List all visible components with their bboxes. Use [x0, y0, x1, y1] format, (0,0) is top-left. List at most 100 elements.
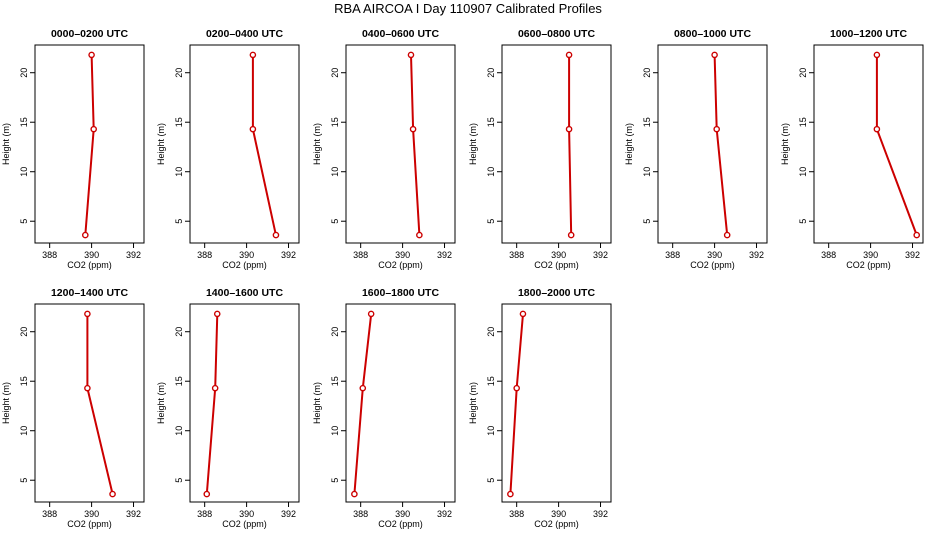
profile-point — [713, 125, 720, 133]
panel-title: 0800–1000 UTC — [674, 28, 751, 40]
y-tick-label: 5 — [330, 478, 340, 483]
profile-point — [84, 310, 91, 318]
y-tick-label: 5 — [330, 219, 340, 224]
y-tick-label: 15 — [798, 117, 808, 127]
profile-point — [211, 384, 219, 392]
x-tick-label: 390 — [239, 509, 254, 519]
x-tick-label: 388 — [353, 509, 368, 519]
profile-line — [353, 313, 373, 495]
profile-point — [565, 125, 573, 133]
profile-line — [84, 54, 95, 236]
x-axis-label: CO2 (ppm) — [378, 260, 423, 270]
profile-point — [88, 51, 95, 59]
profile-point — [567, 231, 575, 239]
y-tick-label: 5 — [798, 219, 808, 224]
profile-point — [416, 231, 423, 239]
profile-point — [213, 310, 221, 318]
profile-point — [513, 384, 520, 392]
y-tick-label: 15 — [174, 376, 184, 386]
y-tick-label: 5 — [486, 478, 496, 483]
x-tick-label: 392 — [437, 250, 452, 260]
y-tick-label: 20 — [330, 68, 340, 78]
x-tick-label: 390 — [395, 509, 410, 519]
y-tick-label: 15 — [330, 117, 340, 127]
y-tick-label: 20 — [174, 68, 184, 78]
plot-frame — [501, 303, 612, 503]
x-axis-label: CO2 (ppm) — [67, 519, 112, 529]
panel-title: 1600–1800 UTC — [362, 287, 439, 299]
y-axis-label: Height (m) — [1, 382, 11, 424]
x-axis-label: CO2 (ppm) — [846, 260, 891, 270]
profile-point — [409, 125, 417, 133]
profile-line — [205, 313, 219, 495]
x-tick-label: 388 — [509, 250, 524, 260]
panel-title: 1200–1400 UTC — [51, 287, 128, 299]
profile-point — [913, 231, 921, 239]
x-tick-label: 392 — [126, 250, 141, 260]
profile-line — [86, 313, 114, 495]
profile-point — [873, 51, 881, 59]
figure-title: RBA AIRCOA I Day 110907 Calibrated Profi… — [334, 1, 602, 16]
profile-panel: 1000–1200 UTC 388 390 392 5 10 15 20 CO2 (ppm) He… — [780, 28, 924, 270]
y-axis-label: Height (m) — [468, 123, 478, 165]
profile-panel: 1800–2000 UTC 388 390 392 5 10 15 20 CO2 (ppm) He… — [468, 287, 612, 529]
y-tick-label: 20 — [330, 327, 340, 337]
profile-panel: 0000–0200 UTC 388 390 392 5 10 15 20 CO2 (ppm) He… — [1, 28, 145, 270]
plot-frame — [34, 44, 145, 244]
profile-point — [109, 490, 116, 498]
profile-line — [568, 54, 573, 236]
x-tick-label: 388 — [42, 250, 57, 260]
plot-frame — [345, 303, 456, 503]
profile-panel: 0800–1000 UTC 388 390 392 5 10 15 20 CO2 (ppm) He… — [624, 28, 768, 270]
x-axis-label: CO2 (ppm) — [222, 260, 267, 270]
y-tick-label: 10 — [174, 426, 184, 436]
x-tick-label: 392 — [905, 250, 920, 260]
panel-title: 0400–0600 UTC — [362, 28, 439, 40]
x-tick-label: 392 — [593, 509, 608, 519]
y-axis-label: Height (m) — [468, 382, 478, 424]
x-tick-label: 392 — [437, 509, 452, 519]
y-tick-label: 10 — [642, 167, 652, 177]
profile-line — [713, 54, 729, 236]
profile-point — [249, 125, 257, 133]
y-tick-label: 20 — [174, 327, 184, 337]
x-axis-label: CO2 (ppm) — [534, 519, 579, 529]
x-tick-label: 390 — [863, 250, 878, 260]
profile-line — [875, 54, 918, 236]
x-tick-label: 390 — [551, 250, 566, 260]
x-tick-label: 392 — [749, 250, 764, 260]
panel-title: 1400–1600 UTC — [206, 287, 283, 299]
profile-point — [351, 490, 358, 498]
y-tick-label: 5 — [486, 219, 496, 224]
y-tick-label: 20 — [19, 68, 29, 78]
y-tick-label: 5 — [19, 478, 29, 483]
y-tick-label: 5 — [642, 219, 652, 224]
plot-frame — [34, 303, 145, 503]
plot-frame — [813, 44, 924, 244]
y-axis-label: Height (m) — [624, 123, 634, 165]
profile-point — [203, 490, 211, 498]
panel-title: 1800–2000 UTC — [518, 287, 595, 299]
y-axis-label: Height (m) — [312, 382, 322, 424]
y-tick-label: 20 — [642, 68, 652, 78]
x-axis-label: CO2 (ppm) — [67, 260, 112, 270]
y-tick-label: 5 — [174, 478, 184, 483]
profile-point — [873, 125, 881, 133]
profile-point — [249, 51, 257, 59]
x-tick-label: 392 — [593, 250, 608, 260]
plot-frame — [345, 44, 456, 244]
profile-point — [272, 231, 280, 239]
panel-title: 0200–0400 UTC — [206, 28, 283, 40]
profile-point — [507, 490, 514, 498]
profile-point — [359, 384, 367, 392]
profile-panel: 0400–0600 UTC 388 390 392 5 10 15 20 CO2 (ppm) He… — [312, 28, 456, 270]
plot-frame — [189, 303, 300, 503]
y-tick-label: 15 — [486, 376, 496, 386]
y-tick-label: 10 — [486, 426, 496, 436]
profile-point — [407, 51, 415, 59]
x-tick-label: 388 — [42, 509, 57, 519]
x-tick-label: 392 — [126, 509, 141, 519]
profile-panel: 1400–1600 UTC 388 390 392 5 10 15 20 CO2 (ppm) He… — [156, 287, 300, 529]
y-tick-label: 10 — [330, 426, 340, 436]
